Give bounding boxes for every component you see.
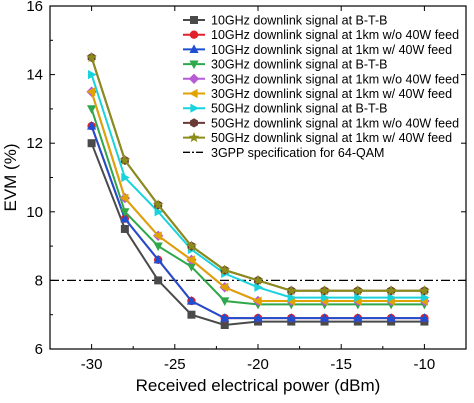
data-point [120, 213, 130, 223]
legend-label: 50GHz downlink signal at B-T-B [211, 102, 387, 116]
data-point [154, 276, 163, 285]
y-tick-label: 8 [35, 272, 43, 289]
series-9 [86, 51, 430, 296]
legend-label: 50GHz downlink signal at 1km w/o 40W fee… [211, 116, 459, 130]
x-axis-title: Received electrical power (dBm) [136, 376, 381, 395]
data-point [385, 285, 397, 296]
x-tick-label: -10 [414, 356, 436, 373]
data-point [152, 199, 164, 210]
data-point [120, 208, 130, 217]
legend-label: 3GPP specification for 64-QAM [211, 146, 384, 160]
legend-item: 10GHz downlink signal at B-T-B [183, 14, 387, 28]
data-point [154, 207, 164, 217]
data-point [87, 139, 96, 148]
legend-marker [189, 30, 199, 39]
data-point [353, 313, 363, 322]
data-point [153, 231, 162, 241]
legend-label: 10GHz downlink signal at 1km w/o 40W fee… [211, 28, 459, 42]
legend-marker [190, 16, 198, 24]
legend-item: 50GHz downlink signal at B-T-B [183, 102, 387, 116]
x-tick-label: -15 [330, 356, 352, 373]
data-point [220, 297, 230, 306]
y-axis-title: EVM (%) [1, 144, 20, 212]
data-point [186, 295, 197, 305]
data-point [319, 313, 330, 322]
plot-layer [50, 51, 466, 329]
legend-item: 30GHz downlink signal at B-T-B [183, 58, 387, 72]
legend-label: 30GHz downlink signal at 1km w/ 40W feed [211, 87, 452, 101]
data-point [419, 313, 429, 322]
data-point [120, 224, 129, 233]
y-tick-label: 14 [26, 67, 43, 84]
data-point [386, 313, 396, 322]
data-point [186, 240, 197, 251]
data-point [187, 310, 196, 319]
legend-marker [188, 132, 200, 143]
legend-marker [190, 118, 198, 128]
data-point [186, 255, 196, 265]
data-point [252, 274, 264, 285]
data-point [219, 282, 229, 292]
data-point [352, 285, 364, 296]
data-point [387, 292, 397, 303]
legend-label: 30GHz downlink signal at 1km w/o 40W fee… [211, 72, 459, 86]
axes-layer: -30 -25 -20 -15 -10 6 8 10 12 14 16 [26, 0, 466, 373]
data-point [86, 87, 96, 97]
legend-item: 10GHz downlink signal at 1km w/ 40W feed [183, 43, 452, 57]
x-tick-label: -25 [164, 356, 186, 373]
legend-marker [189, 88, 198, 99]
data-point [87, 121, 97, 130]
series-3 [87, 121, 429, 322]
legend-label: 10GHz downlink signal at 1km w/ 40W feed [211, 43, 452, 57]
legend-item: 30GHz downlink signal at 1km w/o 40W fee… [183, 72, 459, 86]
data-point [319, 285, 330, 296]
legend-label: 10GHz downlink signal at B-T-B [211, 14, 387, 28]
data-point [87, 105, 97, 114]
series-6 [86, 87, 428, 306]
data-point [254, 282, 263, 292]
legend-marker [188, 73, 200, 84]
data-point [253, 313, 263, 322]
data-point [420, 292, 430, 303]
data-point [153, 254, 163, 264]
legend-item: 50GHz downlink signal at 1km w/ 40W feed [183, 131, 452, 145]
y-tick-label: 16 [26, 0, 43, 15]
legend-item: 30GHz downlink signal at 1km w/ 40W feed [183, 87, 452, 101]
data-point [219, 264, 231, 275]
legend-marker [189, 60, 199, 70]
data-point [153, 242, 163, 252]
x-tick-label: -30 [81, 356, 103, 373]
legend-marker [189, 44, 199, 53]
data-point [354, 292, 363, 303]
y-tick-label: 12 [26, 135, 43, 152]
data-point [119, 193, 129, 203]
y-tick-label: 10 [26, 204, 43, 221]
data-point [320, 292, 330, 303]
data-point [86, 51, 97, 62]
data-point [121, 172, 130, 183]
data-point [119, 154, 131, 165]
legend-item: 3GPP specification for 64-QAM [183, 146, 384, 160]
data-point [220, 320, 229, 329]
data-point [419, 285, 430, 296]
legend-label: 50GHz downlink signal at 1km w/ 40W feed [211, 131, 452, 145]
legend-item: 10GHz downlink signal at 1km w/o 40W fee… [183, 28, 459, 42]
data-point [285, 285, 297, 296]
data-point [287, 292, 297, 303]
data-point [220, 313, 230, 322]
legend-item: 50GHz downlink signal at 1km w/o 40W fee… [183, 116, 459, 130]
legend-label: 30GHz downlink signal at B-T-B [211, 58, 387, 72]
x-tick-label: -20 [247, 356, 269, 373]
data-point [253, 296, 262, 306]
y-tick-label: 6 [35, 341, 43, 358]
data-point [88, 70, 97, 80]
data-point [186, 263, 197, 272]
legend-marker [190, 103, 199, 113]
data-point [286, 313, 296, 322]
